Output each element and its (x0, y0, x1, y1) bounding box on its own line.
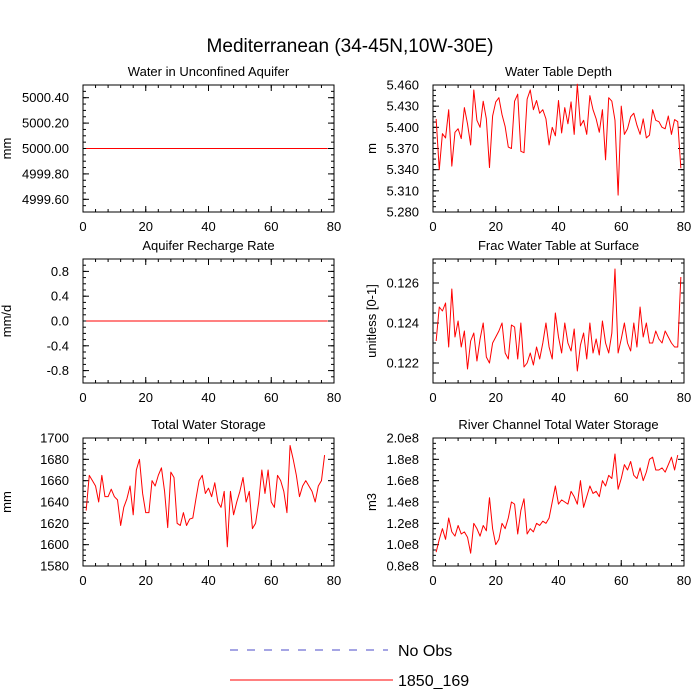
y-tick-label: 4999.60 (22, 192, 69, 207)
panel-total-water-storage: 0 20 40 60 80 1580 1600 1620 1640 1660 1680 1700 Tot… (0, 417, 341, 588)
y-tick-label: -0.4 (47, 338, 69, 353)
y-tick-label: 5.430 (386, 99, 419, 114)
panel-title: River Channel Total Water Storage (458, 417, 658, 432)
y-tick-label: 0.4 (51, 289, 69, 304)
panel-water-in-unconfined-aquifer: 0 20 40 60 80 4999.60 4999.80 5000.00 5000.20 500… (0, 64, 341, 234)
x-tick-label: 40 (201, 219, 215, 234)
y-axis-label: mm/d (0, 305, 14, 338)
x-tick-label: 0 (79, 573, 86, 588)
figure-title: Mediterranean (34-45N,10W-30E) (207, 36, 494, 57)
panel-water-table-depth: 0 20 40 60 80 5.280 5.310 5.340 5.370 5.400 5.430 5… (364, 64, 691, 234)
y-axis-label: mm (0, 138, 14, 160)
y-axis-label: m3 (364, 493, 379, 511)
x-tick-label: 0 (429, 390, 436, 405)
y-tick-label: 0.8e8 (386, 559, 419, 574)
x-tick-label: 60 (614, 573, 628, 588)
x-tick-label: 40 (201, 390, 215, 405)
plot-frame (432, 258, 685, 384)
y-tick-label: 5.280 (386, 205, 419, 220)
y-tick-label: 2.0e8 (386, 431, 419, 446)
panel-title: Total Water Storage (151, 417, 265, 432)
y-tick-label: 5.340 (386, 162, 419, 177)
series-line-1850-169 (435, 83, 682, 196)
x-tick-label: 40 (551, 573, 565, 588)
plot-frame (82, 437, 335, 567)
panel-title: Frac Water Table at Surface (478, 238, 639, 253)
y-tick-label: 0.126 (386, 276, 419, 291)
x-tick-label: 20 (489, 573, 503, 588)
y-tick-label: 1.6e8 (386, 473, 419, 488)
y-tick-label: 0.122 (386, 356, 419, 371)
x-tick-label: 60 (264, 573, 278, 588)
x-tick-label: 20 (139, 390, 153, 405)
x-tick-label: 60 (614, 390, 628, 405)
panel-frac-water-table-at-surface: 0 20 40 60 80 0.122 0.124 0.126 Frac Water Table… (364, 238, 691, 405)
y-axis-label: mm (0, 491, 14, 513)
x-tick-label: 80 (677, 573, 691, 588)
y-tick-label: 5000.40 (22, 90, 69, 105)
y-tick-label: 1680 (40, 452, 69, 467)
x-tick-label: 20 (489, 219, 503, 234)
y-tick-label: 0.8 (51, 264, 69, 279)
x-tick-label: 40 (201, 573, 215, 588)
x-tick-label: 40 (551, 390, 565, 405)
x-tick-label: 0 (429, 219, 436, 234)
x-tick-label: 80 (677, 390, 691, 405)
x-tick-label: 40 (551, 219, 565, 234)
y-tick-label: 5.460 (386, 78, 419, 93)
legend-1850-169-label: 1850_169 (398, 673, 469, 690)
y-tick-label: 1640 (40, 495, 69, 510)
panel-title: Water Table Depth (505, 64, 612, 79)
y-tick-label: 1700 (40, 431, 69, 446)
panel-aquifer-recharge-rate: 0 20 40 60 80 -0.8 -0.4 0.0 0.4 0.8 Aquifer Rechar… (0, 238, 341, 405)
series-line-1850-169 (85, 444, 326, 548)
series-line-1850-169 (435, 453, 679, 554)
y-tick-label: 5000.00 (22, 141, 69, 156)
y-tick-label: 1.4e8 (386, 495, 419, 510)
x-tick-label: 20 (139, 219, 153, 234)
x-tick-label: 20 (139, 573, 153, 588)
x-tick-label: 60 (264, 390, 278, 405)
panel-title: Aquifer Recharge Rate (142, 238, 274, 253)
y-axis-label: unitless [0-1] (364, 284, 379, 358)
y-tick-label: 1580 (40, 559, 69, 574)
series-line-1850-169 (435, 268, 682, 372)
x-tick-label: 80 (327, 390, 341, 405)
x-tick-label: 0 (79, 219, 86, 234)
y-tick-label: 0.124 (386, 316, 419, 331)
x-tick-label: 0 (429, 573, 436, 588)
y-tick-label: 1.0e8 (386, 537, 419, 552)
y-tick-label: 0.0 (51, 314, 69, 329)
x-tick-label: 0 (79, 390, 86, 405)
y-tick-label: 4999.80 (22, 166, 69, 181)
y-tick-label: 1660 (40, 473, 69, 488)
x-tick-label: 80 (327, 573, 341, 588)
y-tick-label: 1600 (40, 537, 69, 552)
y-tick-label: 1620 (40, 516, 69, 531)
x-tick-label: 20 (489, 390, 503, 405)
y-tick-label: 5.310 (386, 183, 419, 198)
x-tick-label: 80 (677, 219, 691, 234)
y-tick-label: 5.370 (386, 141, 419, 156)
x-tick-label: 60 (614, 219, 628, 234)
x-tick-label: 80 (327, 219, 341, 234)
y-tick-label: 5000.20 (22, 116, 69, 131)
legend-no-obs-label: No Obs (398, 643, 452, 660)
y-tick-label: 5.400 (386, 120, 419, 135)
legend: No Obs 1850_169 (230, 643, 469, 690)
y-axis-label: m (364, 143, 379, 154)
y-tick-label: -0.8 (47, 363, 69, 378)
y-tick-label: 1.2e8 (386, 516, 419, 531)
panel-river-channel-total-water-storage: 0 20 40 60 80 0.8e8 1.0e8 1.2e8 1.4e8 1.6e8 1.8e8 2… (364, 417, 691, 588)
x-tick-label: 60 (264, 219, 278, 234)
panel-title: Water in Unconfined Aquifer (128, 64, 290, 79)
y-tick-label: 1.8e8 (386, 452, 419, 467)
